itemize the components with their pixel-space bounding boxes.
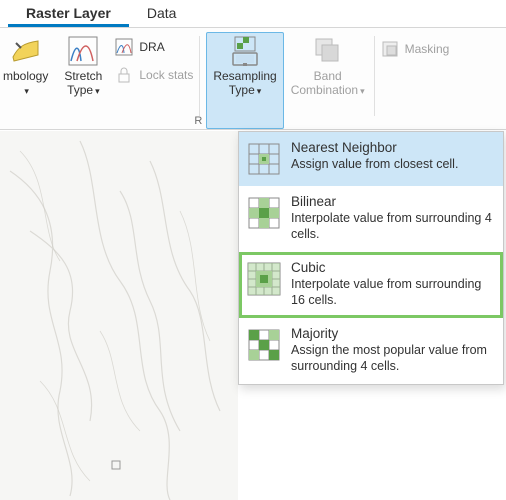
band-combination-icon — [312, 35, 344, 67]
nearest-neighbor-icon — [247, 142, 281, 176]
menu-item-desc: Assign the most popular value from surro… — [291, 342, 493, 374]
menu-item-title: Cubic — [291, 260, 493, 275]
cubic-icon — [247, 262, 281, 296]
lock-stats-label: Lock stats — [139, 68, 193, 82]
chevron-down-icon: ▾ — [24, 84, 29, 98]
bilinear-icon — [247, 196, 281, 230]
group-separator — [199, 36, 200, 116]
resampling-type-icon — [229, 35, 261, 67]
majority-icon — [247, 328, 281, 362]
group-caption: R — [194, 115, 202, 127]
masking-label: Masking — [405, 42, 450, 56]
resampling-type-menu: Nearest Neighbor Assign value from close… — [238, 131, 504, 385]
masking-button[interactable]: Masking — [377, 38, 454, 60]
menu-item-bilinear[interactable]: Bilinear Interpolate value from surround… — [239, 186, 503, 252]
dra-icon — [115, 38, 133, 56]
dra-label: DRA — [139, 40, 164, 54]
chevron-down-icon: ▾ — [95, 84, 100, 98]
stretch-type-button[interactable]: Stretch Type▾ — [55, 32, 111, 129]
tab-raster-layer[interactable]: Raster Layer — [8, 0, 129, 27]
lock-stats-button[interactable]: Lock stats — [111, 64, 197, 86]
map-canvas[interactable] — [0, 131, 238, 500]
menu-item-title: Nearest Neighbor — [291, 140, 458, 155]
masking-icon — [381, 40, 399, 58]
menu-item-title: Majority — [291, 326, 493, 341]
symbology-icon — [10, 35, 42, 67]
group-separator — [374, 36, 375, 116]
dra-button[interactable]: DRA — [111, 36, 197, 58]
resampling-type-button[interactable]: Resampling Type▾ — [206, 32, 283, 129]
ribbon: mbology▾ Stretch Type▾ DRA Lock stats R — [0, 28, 506, 130]
menu-item-nearest-neighbor[interactable]: Nearest Neighbor Assign value from close… — [239, 132, 503, 186]
lock-icon — [115, 66, 133, 84]
menu-item-cubic[interactable]: Cubic Interpolate value from surrounding… — [239, 252, 503, 318]
tab-strip: Raster Layer Data — [0, 0, 506, 28]
menu-item-desc: Interpolate value from surrounding 16 ce… — [291, 276, 493, 308]
menu-item-desc: Assign value from closest cell. — [291, 156, 458, 172]
menu-item-title: Bilinear — [291, 194, 493, 209]
band-combination-label: Band Combination — [291, 69, 358, 97]
stretch-type-icon — [67, 35, 99, 67]
symbology-button[interactable]: mbology▾ — [0, 32, 55, 129]
symbology-label: mbology — [3, 69, 48, 83]
resampling-type-label: Resampling Type — [213, 69, 276, 97]
tab-data[interactable]: Data — [129, 0, 195, 27]
menu-item-majority[interactable]: Majority Assign the most popular value f… — [239, 318, 503, 384]
band-combination-button[interactable]: Band Combination▾ — [284, 32, 372, 129]
chevron-down-icon: ▾ — [257, 84, 262, 98]
menu-item-desc: Interpolate value from surrounding 4 cel… — [291, 210, 493, 242]
chevron-down-icon: ▾ — [360, 84, 365, 98]
